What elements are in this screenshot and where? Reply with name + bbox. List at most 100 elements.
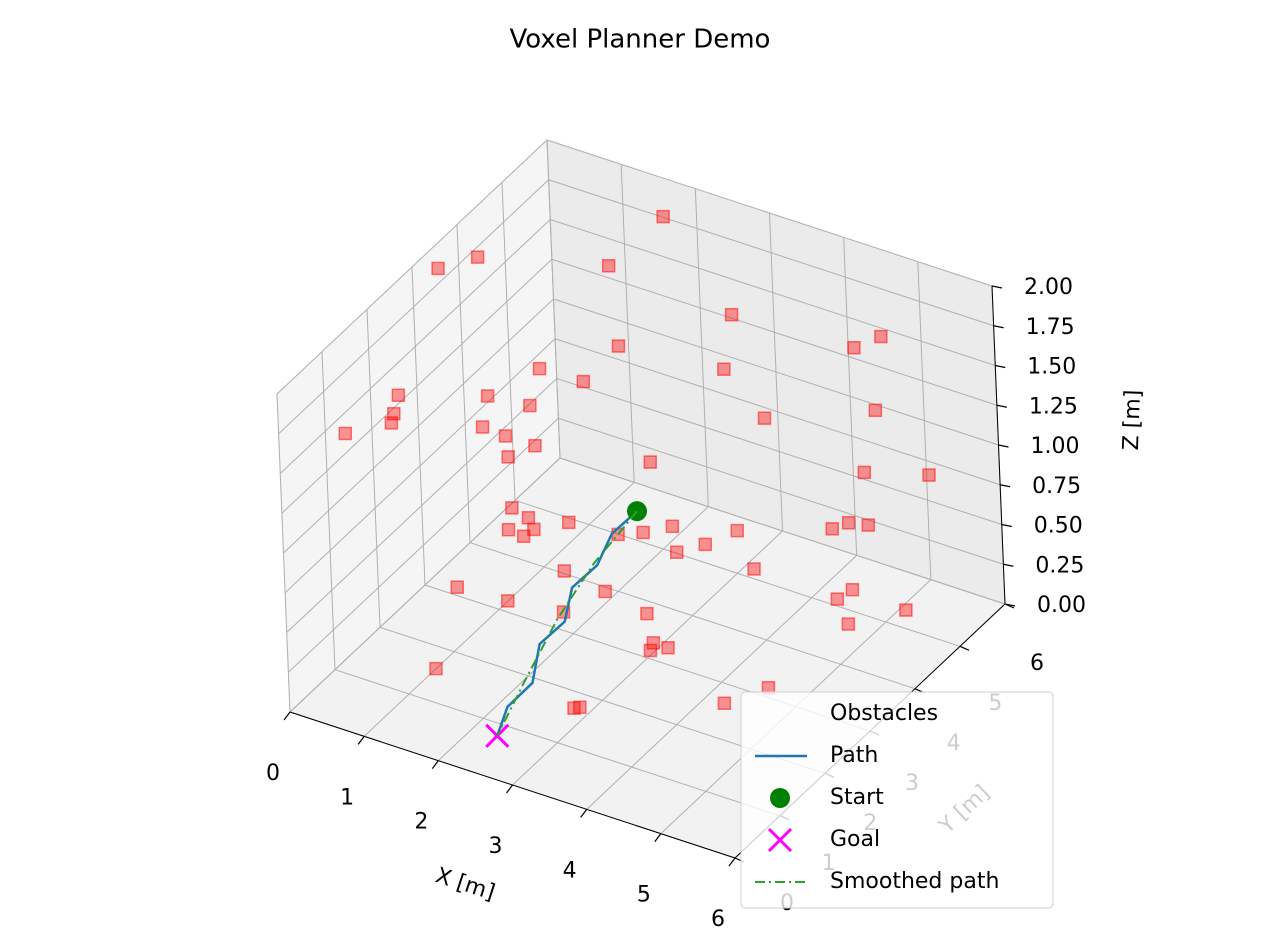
grid-line [554, 338, 1001, 486]
grid-line [556, 378, 1002, 525]
obstacle [523, 398, 537, 413]
x-tick [580, 808, 588, 818]
grid-line [334, 669, 781, 817]
obstacle [922, 468, 936, 482]
obstacle [532, 361, 547, 376]
obstacle [611, 339, 626, 353]
obstacle [670, 545, 684, 559]
grid-line [514, 499, 961, 647]
x-tick [728, 857, 736, 867]
legend-label: Obstacles [830, 701, 938, 726]
obstacle [861, 518, 876, 532]
z-tick-label: 1.50 [1027, 355, 1076, 380]
z-tick [998, 444, 1009, 448]
legend-label: Start [830, 785, 884, 810]
z-tick [1004, 603, 1016, 607]
x-axis-label: X [m] [432, 863, 497, 906]
obstacle [598, 584, 612, 599]
obstacle [567, 701, 581, 715]
obstacle [636, 525, 650, 540]
obstacle [643, 455, 657, 469]
obstacle [429, 661, 443, 676]
obstacle [557, 564, 572, 578]
x-tick [283, 711, 291, 721]
obstacle [841, 617, 856, 631]
x-tick-label: 3 [489, 834, 503, 859]
obstacle [562, 515, 576, 530]
z-axis [991, 285, 1006, 605]
obstacle [656, 209, 670, 224]
obstacle [450, 580, 464, 594]
obstacle [747, 562, 761, 576]
y-tick [959, 645, 970, 651]
obstacle [661, 640, 675, 655]
obstacle [601, 259, 616, 273]
obstacle [501, 594, 515, 608]
obstacle [576, 374, 591, 389]
obstacle [475, 420, 490, 434]
grid-line [553, 298, 999, 446]
obstacle [480, 389, 495, 403]
x-tick-label: 1 [340, 785, 354, 810]
obstacle [874, 329, 888, 344]
legend-label: Smoothed path [830, 869, 999, 894]
obstacle [501, 522, 516, 537]
obstacle [847, 340, 861, 355]
x-tick-label: 4 [563, 858, 577, 883]
grid-line [548, 179, 994, 327]
obstacle [528, 438, 542, 453]
obstacle [724, 307, 739, 322]
chart-title: Voxel Planner Demo [510, 25, 771, 55]
grid-line [279, 219, 551, 474]
obstacle [899, 603, 913, 617]
obstacle [841, 516, 856, 530]
y-tick-label: 6 [1030, 651, 1044, 676]
grid-line [559, 457, 1006, 605]
obstacle [717, 362, 731, 376]
marks [338, 209, 936, 748]
z-tick [993, 325, 1004, 329]
goal-marker [485, 723, 510, 748]
grid-line [276, 139, 548, 395]
x-tick-label: 5 [637, 883, 651, 908]
x-tick-label: 6 [711, 907, 725, 932]
z-tick-label: 0.50 [1034, 514, 1083, 539]
grid-line [281, 258, 553, 514]
x-tick [431, 760, 439, 770]
obstacle [338, 426, 353, 441]
grid-line [469, 542, 916, 690]
z-tick-label: 1.75 [1026, 315, 1075, 340]
x-tick [506, 784, 513, 794]
z-tick [1001, 523, 1012, 528]
x-tick [654, 833, 662, 843]
x-axis [289, 711, 736, 859]
obstacle [698, 537, 713, 552]
z-tick-label: 0.25 [1035, 553, 1084, 578]
obstacle [857, 465, 872, 480]
z-tick [995, 364, 1006, 369]
legend-icon [770, 788, 790, 808]
obstacle [505, 501, 519, 515]
grid-line [550, 219, 996, 366]
obstacle [470, 250, 485, 264]
z-tick [1000, 484, 1011, 488]
x-tick-label: 0 [266, 761, 280, 786]
grid-line [288, 417, 559, 673]
z-tick [1003, 563, 1014, 567]
x-tick-label: 2 [414, 810, 428, 835]
obstacle [868, 403, 883, 418]
obstacle [516, 529, 531, 543]
z-tick-label: 1.25 [1029, 394, 1078, 419]
x-tick [357, 735, 365, 745]
obstacle [730, 523, 744, 538]
obstacle [640, 606, 654, 621]
grid-line [286, 378, 558, 633]
legend-label: Path [830, 743, 878, 768]
obstacle [845, 582, 860, 597]
obstacle [431, 261, 445, 276]
z-tick [996, 404, 1007, 408]
z-tick [991, 285, 1003, 289]
legend-box [740, 691, 1054, 909]
grid-line [558, 417, 1004, 565]
obstacle [521, 511, 536, 525]
